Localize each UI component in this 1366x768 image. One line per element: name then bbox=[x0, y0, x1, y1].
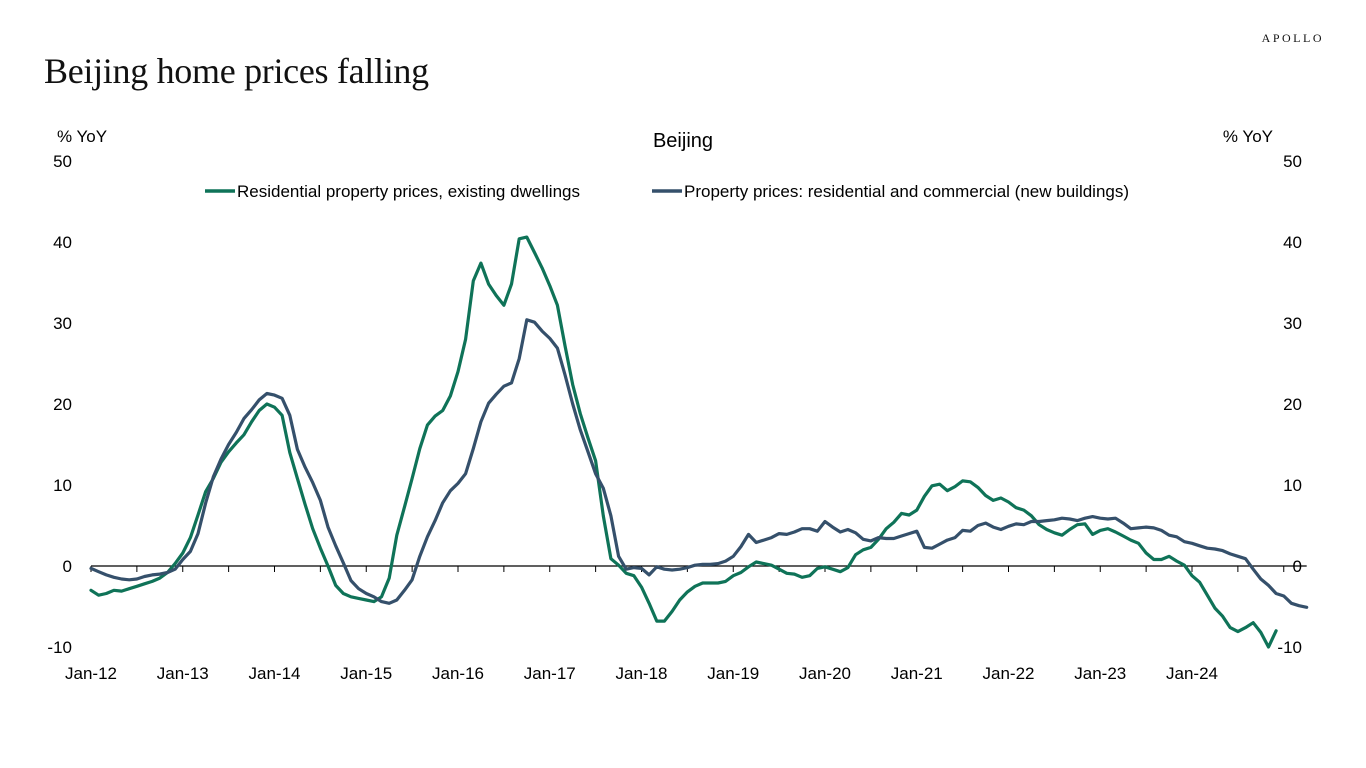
series-line-new-buildings bbox=[89, 318, 1309, 609]
y-axis-label-left: % YoY bbox=[57, 127, 107, 146]
page-title: Beijing home prices falling bbox=[44, 51, 429, 91]
y-tick-label-left: -10 bbox=[47, 638, 72, 657]
chart-title: Beijing bbox=[653, 130, 713, 152]
series-lines bbox=[89, 235, 1309, 649]
x-tick-label: Jan-16 bbox=[432, 664, 484, 683]
y-tick-label-right: 50 bbox=[1283, 152, 1302, 171]
y-axis-label-right: % YoY bbox=[1223, 127, 1273, 146]
x-tick-label: Jan-18 bbox=[616, 664, 668, 683]
y-tick-label-right: 10 bbox=[1283, 476, 1302, 495]
y-tick-label-left: 10 bbox=[53, 476, 72, 495]
series-line-existing-dwellings bbox=[89, 235, 1278, 649]
y-tick-label-left: 50 bbox=[53, 152, 72, 171]
x-tick-label: Jan-17 bbox=[524, 664, 576, 683]
brand-logo: APOLLO bbox=[1261, 31, 1324, 45]
y-tick-label-left: 0 bbox=[63, 557, 72, 576]
legend-label-new: Property prices: residential and commerc… bbox=[684, 182, 1129, 201]
y-axis-left: -10 0 10 20 30 40 50 bbox=[47, 152, 72, 657]
x-tick-label: Jan-21 bbox=[891, 664, 943, 683]
x-tick-label: Jan-19 bbox=[707, 664, 759, 683]
legend: Residential property prices, existing dw… bbox=[205, 182, 1129, 201]
y-tick-label-right: 20 bbox=[1283, 395, 1302, 414]
y-tick-label-right: 30 bbox=[1283, 314, 1302, 333]
x-tick-label: Jan-23 bbox=[1074, 664, 1126, 683]
x-tick-label: Jan-22 bbox=[983, 664, 1035, 683]
x-tick-label: Jan-15 bbox=[340, 664, 392, 683]
x-tick-label: Jan-20 bbox=[799, 664, 851, 683]
x-tick-label: Jan-14 bbox=[249, 664, 301, 683]
legend-label-existing: Residential property prices, existing dw… bbox=[237, 182, 580, 201]
y-tick-label-right: 40 bbox=[1283, 233, 1302, 252]
y-tick-label-left: 20 bbox=[53, 395, 72, 414]
y-tick-label-right: -10 bbox=[1277, 638, 1302, 657]
x-axis: Jan-12 Jan-13 Jan-14 Jan-15 Jan-16 Jan-17 Jan-… bbox=[65, 565, 1307, 683]
x-tick-label: Jan-24 bbox=[1166, 664, 1218, 683]
x-tick-label: Jan-13 bbox=[157, 664, 209, 683]
x-tick-label: Jan-12 bbox=[65, 664, 117, 683]
y-tick-label-left: 30 bbox=[53, 314, 72, 333]
y-tick-label-left: 40 bbox=[53, 233, 72, 252]
